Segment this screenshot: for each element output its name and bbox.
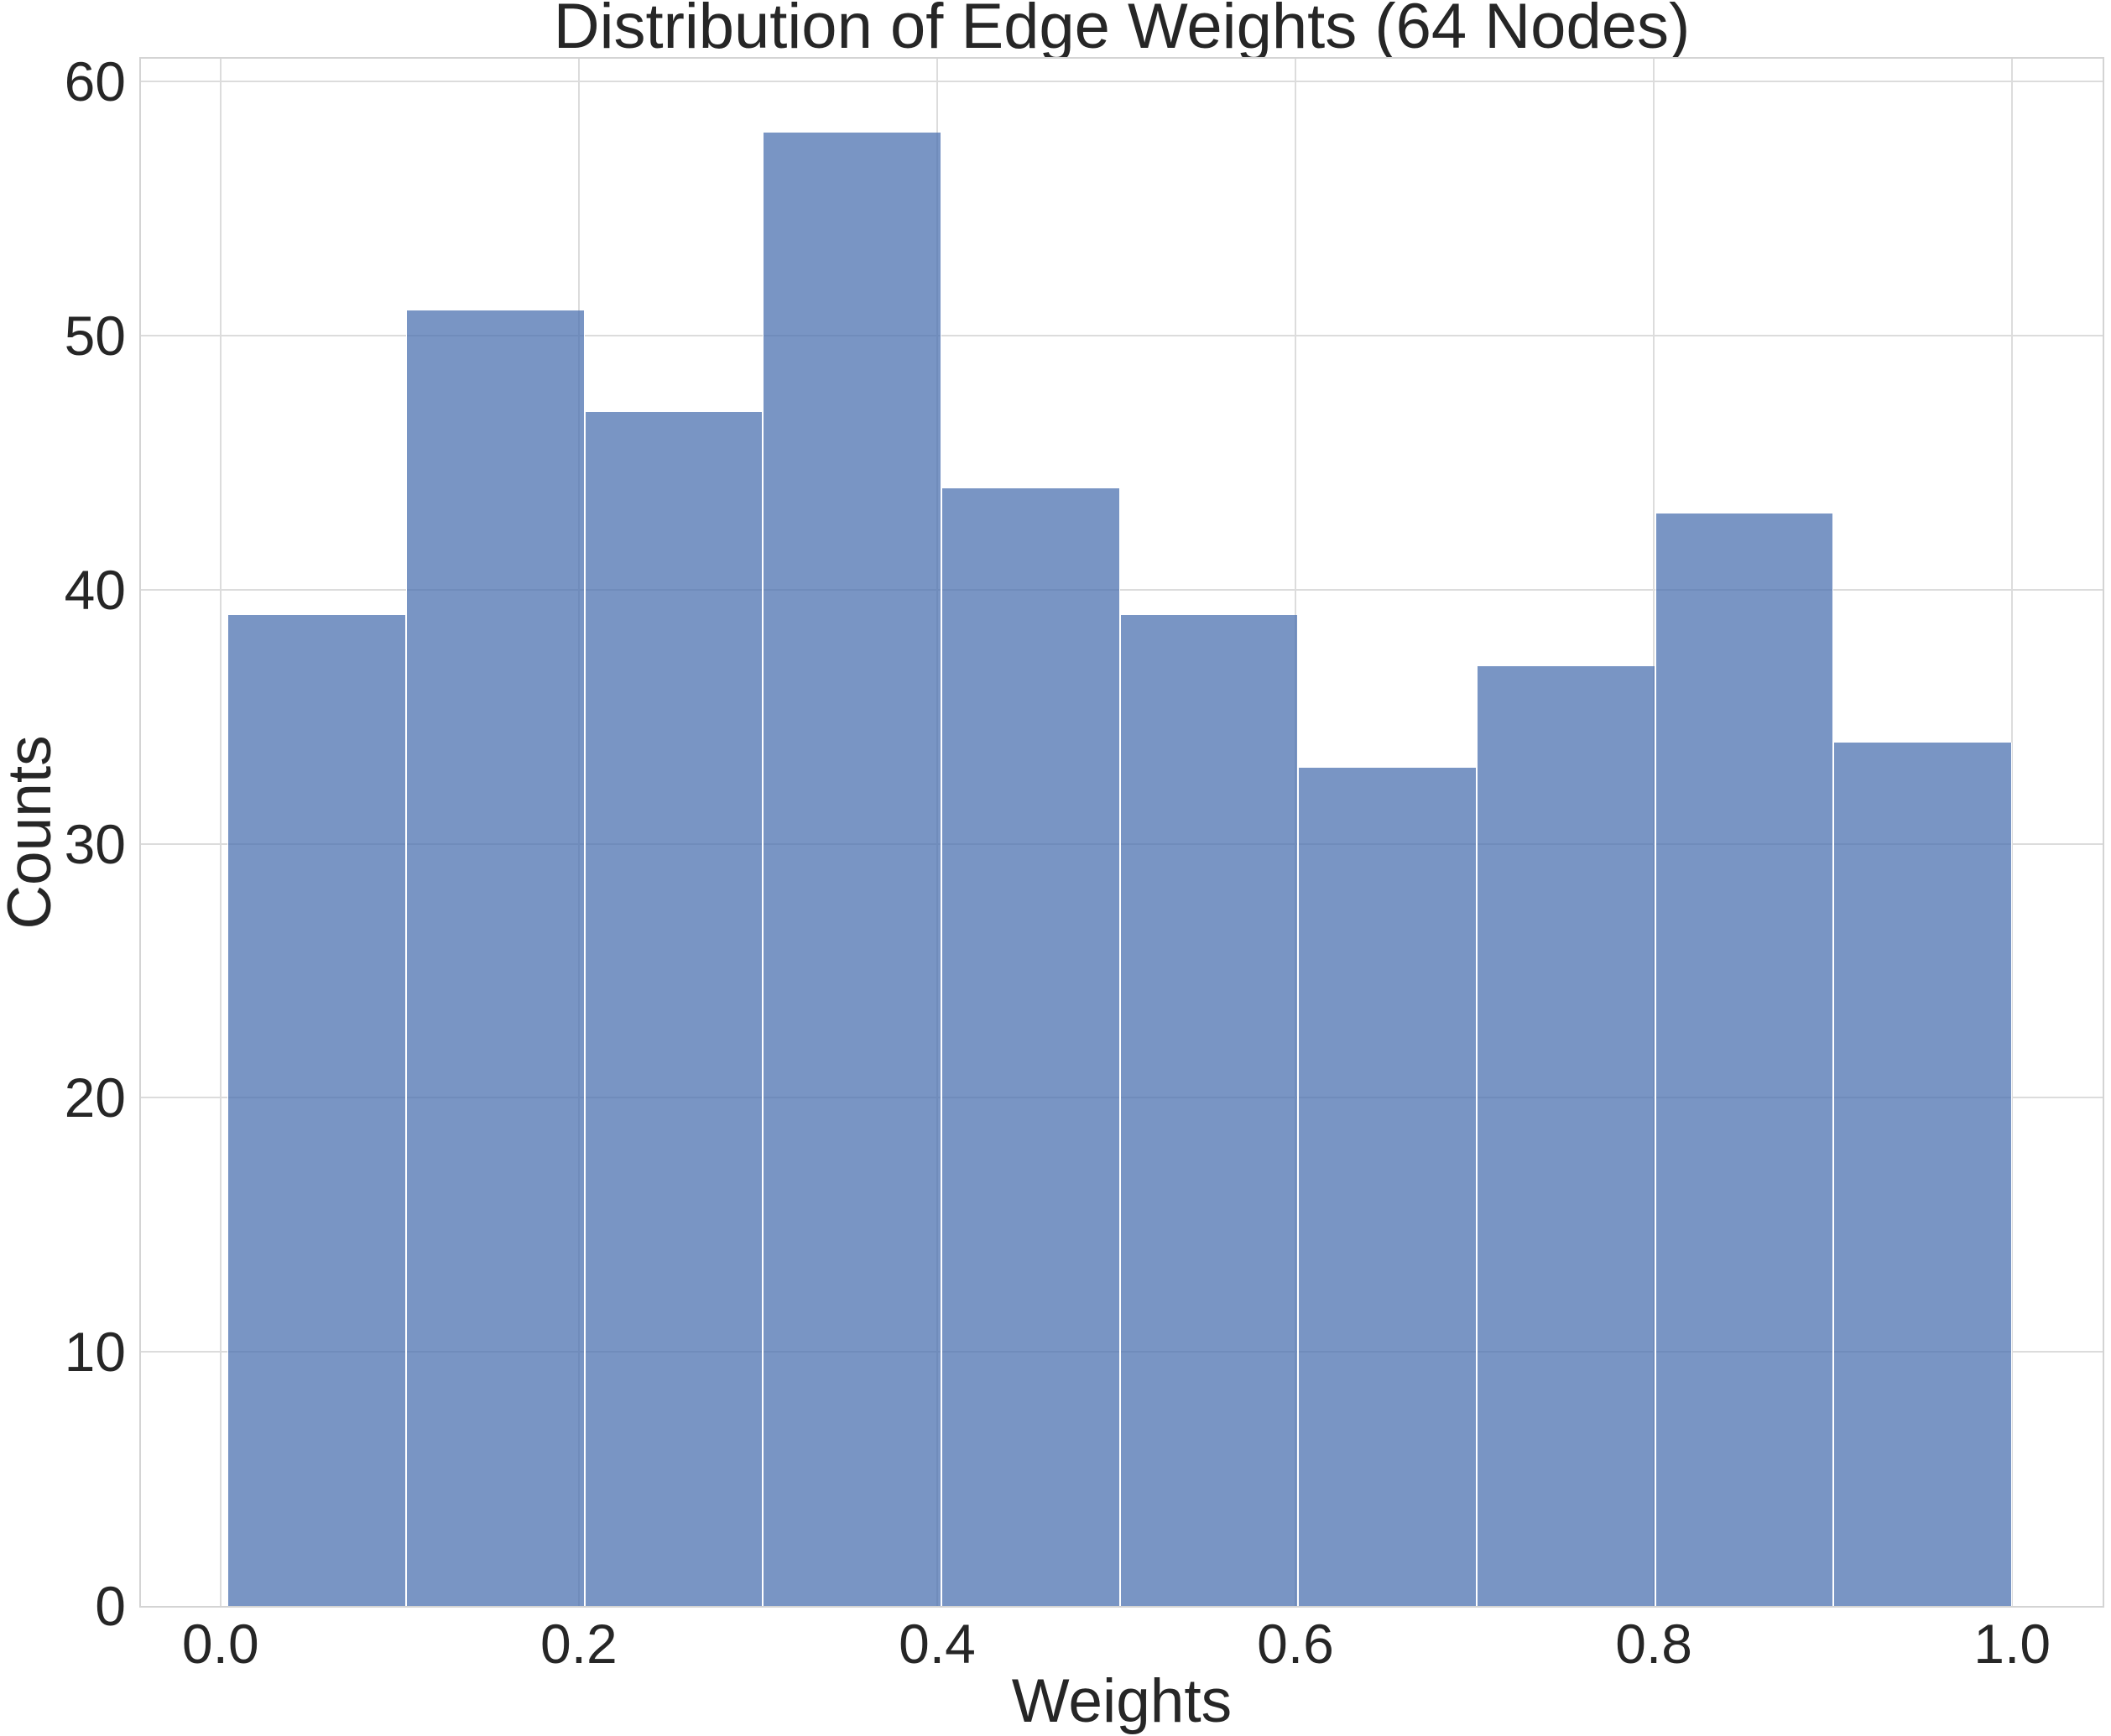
x-axis-label: Weights — [1011, 1667, 1233, 1735]
plot-area — [139, 57, 2104, 1608]
x-tick-label-0.8: 0.8 — [1615, 1613, 1692, 1675]
histogram-bar-3 — [763, 132, 942, 1606]
gridline-v — [2011, 59, 2014, 1606]
chart-title: Distribution of Edge Weights (64 Nodes) — [553, 0, 1691, 62]
y-tick-label-50: 50 — [64, 305, 126, 368]
histogram-bar-9 — [1833, 742, 2013, 1606]
histogram-bar-6 — [1298, 767, 1478, 1606]
histogram-bar-2 — [584, 411, 764, 1606]
y-tick-label-30: 30 — [64, 812, 126, 875]
histogram-bar-1 — [406, 310, 585, 1606]
x-tick-label-0.2: 0.2 — [540, 1613, 618, 1675]
y-tick-label-0: 0 — [95, 1575, 126, 1637]
x-tick-label-0.0: 0.0 — [181, 1613, 259, 1675]
gridline-h — [141, 588, 2103, 591]
x-tick-label-0.6: 0.6 — [1257, 1613, 1334, 1675]
y-tick-label-40: 40 — [64, 558, 126, 621]
gridline-h — [141, 81, 2103, 83]
y-tick-label-60: 60 — [64, 50, 126, 113]
gridline-h — [141, 335, 2103, 337]
x-tick-label-0.4: 0.4 — [899, 1613, 976, 1675]
gridline-v — [219, 59, 222, 1606]
histogram-bar-4 — [941, 487, 1120, 1606]
y-tick-label-10: 10 — [64, 1321, 126, 1384]
histogram-bar-5 — [1119, 615, 1299, 1606]
histogram-bar-0 — [227, 615, 407, 1606]
histogram-bar-8 — [1655, 514, 1834, 1606]
y-tick-label-20: 20 — [64, 1066, 126, 1129]
x-tick-label-1.0: 1.0 — [1973, 1613, 2051, 1675]
histogram-bar-7 — [1477, 665, 1655, 1606]
